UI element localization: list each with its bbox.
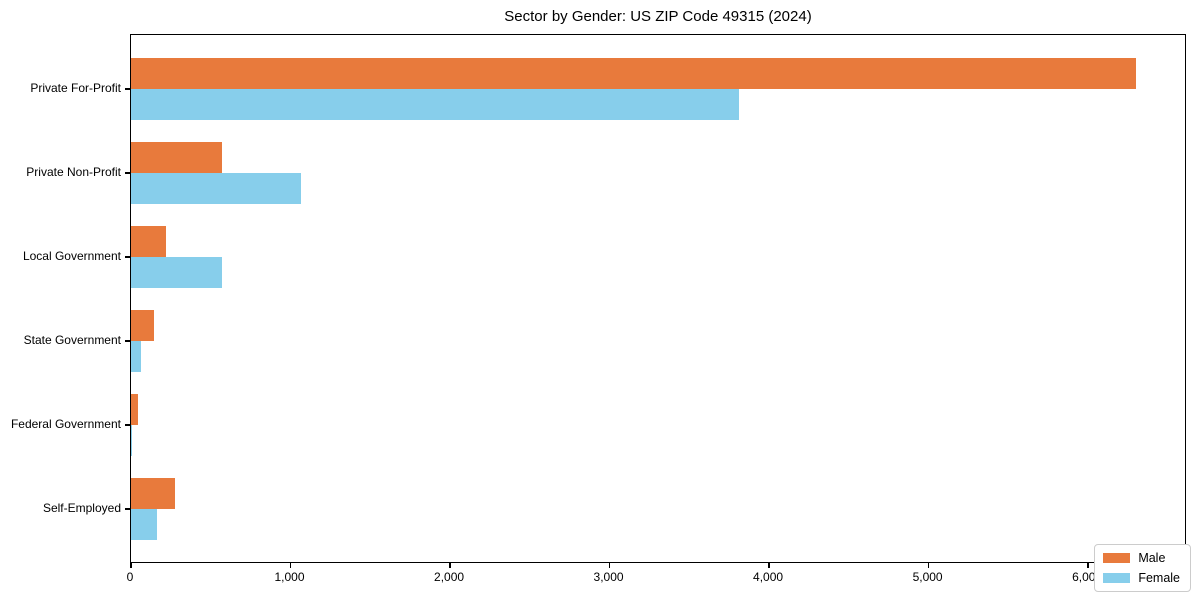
bar-female-self-employed [131, 509, 157, 540]
ytick-mark [125, 424, 130, 426]
bar-male-private-for-profit [131, 58, 1136, 89]
bar-female-federal-government [131, 425, 133, 456]
bar-male-self-employed [131, 478, 175, 509]
xtick-mark [449, 563, 451, 568]
legend-label-female: Female [1138, 571, 1180, 585]
ytick-label-private-for-profit: Private For-Profit [30, 81, 121, 95]
legend-item-male: Male [1103, 551, 1180, 565]
ytick-label-federal-government: Federal Government [10, 417, 121, 431]
xtick-mark [768, 563, 770, 568]
bar-female-private-for-profit [131, 89, 739, 120]
bar-female-local-government [131, 257, 222, 288]
legend: Male Female [1094, 544, 1191, 592]
xtick-label-3000: 3,000 [593, 570, 624, 584]
ytick-mark [125, 88, 130, 90]
ytick-label-self-employed: Self-Employed [42, 501, 121, 515]
legend-swatch-female [1103, 573, 1131, 583]
ytick-label-local-government: Local Government [22, 249, 121, 263]
xtick-mark [1087, 563, 1089, 568]
xtick-label-5000: 5,000 [912, 570, 943, 584]
ytick-mark [125, 508, 130, 510]
legend-swatch-male [1103, 553, 1131, 563]
ytick-mark [125, 172, 130, 174]
xtick-label-2000: 2,000 [434, 570, 465, 584]
xtick-label-1000: 1,000 [274, 570, 305, 584]
chart-title: Sector by Gender: US ZIP Code 49315 (202… [504, 8, 812, 25]
xtick-mark [130, 563, 132, 568]
y-axis-labels: Private For-Profit Private Non-Profit Loca… [0, 34, 121, 563]
bar-female-state-government [131, 341, 142, 372]
xtick-label-0: 0 [126, 570, 134, 584]
xtick-mark [927, 563, 930, 568]
plot-area [130, 34, 1186, 563]
bar-male-private-non-profit [131, 142, 222, 173]
xtick-mark [608, 563, 611, 568]
ytick-label-state-government: State Government [23, 333, 121, 347]
bar-male-federal-government [131, 394, 139, 425]
bar-female-private-non-profit [131, 173, 301, 204]
xtick-mark [289, 563, 292, 568]
ytick-label-private-non-profit: Private Non-Profit [26, 165, 121, 179]
bar-male-state-government [131, 310, 155, 341]
ytick-mark [125, 256, 130, 258]
ytick-mark [125, 340, 130, 342]
legend-item-female: Female [1103, 571, 1180, 585]
bar-male-local-government [131, 226, 167, 257]
xtick-label-4000: 4,000 [753, 570, 784, 584]
legend-label-male: Male [1138, 551, 1166, 565]
